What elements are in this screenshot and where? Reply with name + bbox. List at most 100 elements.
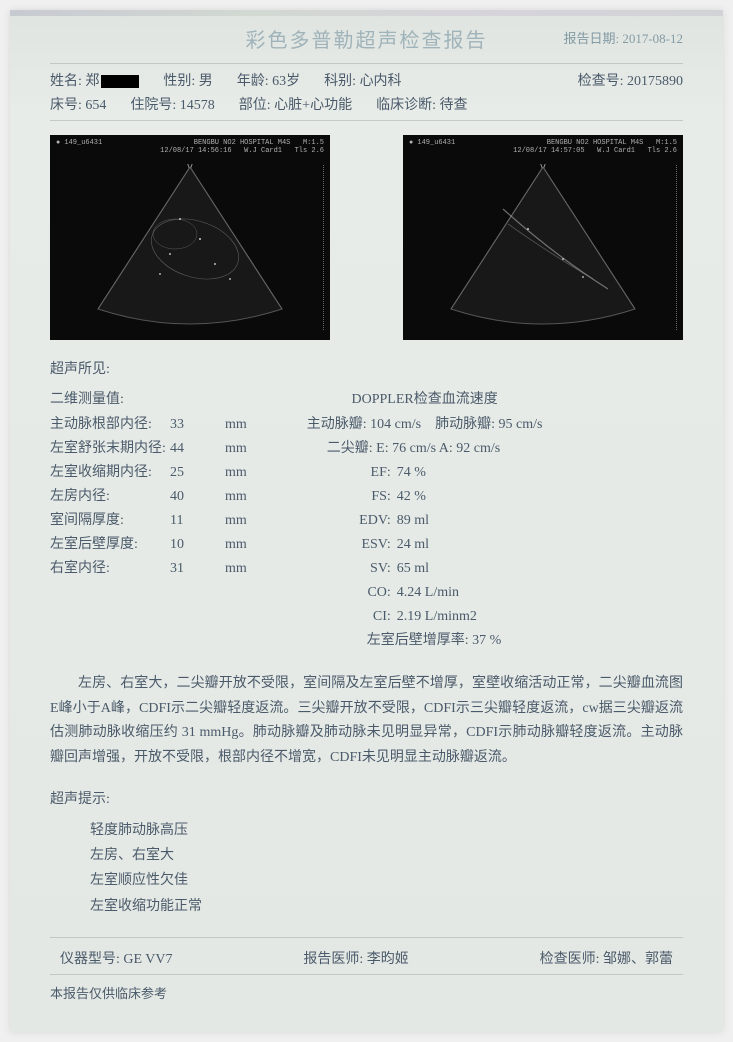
ultrasound-images: ● 149_u6431 BENGBU NO2 HOSPITAL M4S M:1.… — [50, 135, 683, 340]
report-title: 彩色多普勒超声检查报告 — [246, 30, 488, 52]
meas-unit: mm — [225, 486, 247, 507]
doppler-value: 74 % — [397, 462, 426, 483]
meas-unit: mm — [225, 462, 247, 483]
meas-label: 主动脉根部内径: — [50, 414, 170, 435]
meas-label: 左室后壁厚度: — [50, 534, 170, 555]
suggest-label: 超声提示: — [50, 788, 683, 808]
doppler-line-2: 二尖瓣: E: 76 cm/s A: 92 cm/s — [307, 438, 543, 459]
meas-value: 31 — [170, 558, 225, 579]
exam-no-field: 检查号: 20175890 — [578, 70, 683, 90]
doppler-label: SV: — [307, 558, 397, 579]
suggestion-item: 左室收缩功能正常 — [90, 894, 683, 919]
footer-row: 仪器型号: GE VV7 报告医师: 李昀姬 检查医师: 邹娜、郭蕾 — [50, 948, 683, 968]
ultrasound-fan-icon — [80, 159, 300, 329]
meas-row: 室间隔厚度:11mm — [50, 510, 247, 531]
narrative-text: 左房、右室大，二尖瓣开放不受限，室间隔及左室后壁不增厚，室壁收缩活动正常，二尖瓣… — [50, 672, 683, 770]
doppler-row: CO:4.24 L/min — [307, 582, 543, 603]
doppler-label: EDV: — [307, 510, 397, 531]
patient-row-2: 床号: 654 住院号: 14578 部位: 心脏+心功能 临床诊断: 待查 — [50, 94, 683, 114]
divider — [50, 120, 683, 121]
meas-2d-header: 二维测量值: — [50, 388, 247, 408]
ultrasound-image-right: ● 149_u6431 BENGBU NO2 HOSPITAL M4S M:1.… — [403, 135, 683, 340]
depth-scale — [675, 165, 677, 330]
report-page: 彩色多普勒超声检查报告 报告日期: 2017-08-12 姓名: 郑 性别: 男… — [10, 10, 723, 1032]
doppler-value: 4.24 L/min — [397, 582, 459, 603]
patient-row-1: 姓名: 郑 性别: 男 年龄: 63岁 科别: 心内科 检查号: 2017589… — [50, 70, 683, 90]
measurements: 二维测量值: 主动脉根部内径:33mm左室舒张末期内径:44mm左室收缩期内径:… — [50, 388, 683, 654]
doppler-value: 65 ml — [397, 558, 429, 579]
clin-dx-field: 临床诊断: 待查 — [376, 94, 467, 114]
meas-row: 左室收缩期内径:25mm — [50, 462, 247, 483]
doppler-row: EF:74 % — [307, 462, 543, 483]
meas-2d-col: 二维测量值: 主动脉根部内径:33mm左室舒张末期内径:44mm左室收缩期内径:… — [50, 388, 247, 654]
doppler-row: CI:2.19 L/minm2 — [307, 606, 543, 627]
doppler-row: EDV:89 ml — [307, 510, 543, 531]
device-field: 仪器型号: GE VV7 — [60, 948, 173, 968]
us-meta-left: ● 149_u6431 BENGBU NO2 HOSPITAL M4S M:1.… — [56, 139, 324, 155]
meas-label: 左房内径: — [50, 486, 170, 507]
meas-unit: mm — [225, 414, 247, 435]
doppler-col: DOPPLER检查血流速度 主动脉瓣: 104 cm/s 肺动脉瓣: 95 cm… — [307, 388, 543, 654]
bed-field: 床号: 654 — [50, 94, 106, 114]
name-field: 姓名: 郑 — [50, 70, 139, 90]
exam-doctor-field: 检查医师: 邹娜、郭蕾 — [540, 948, 673, 968]
meas-unit: mm — [225, 558, 247, 579]
title-row: 彩色多普勒超声检查报告 报告日期: 2017-08-12 — [50, 24, 683, 53]
suggestion-item: 轻度肺动脉高压 — [90, 818, 683, 843]
doppler-label: ESV: — [307, 534, 397, 555]
doppler-label: FS: — [307, 486, 397, 507]
meas-row: 右室内径:31mm — [50, 558, 247, 579]
doppler-extra: 左室后壁增厚率: 37 % — [307, 630, 543, 651]
meas-label: 室间隔厚度: — [50, 510, 170, 531]
findings-label: 超声所见: — [50, 358, 683, 378]
hosp-no-field: 住院号: 14578 — [130, 94, 214, 114]
meas-label: 左室收缩期内径: — [50, 462, 170, 483]
suggestions-list: 轻度肺动脉高压左房、右室大左室顺应性欠佳左室收缩功能正常 — [90, 818, 683, 919]
doppler-value: 89 ml — [397, 510, 429, 531]
meas-row: 左室后壁厚度:10mm — [50, 534, 247, 555]
meas-row: 主动脉根部内径:33mm — [50, 414, 247, 435]
part-field: 部位: 心脏+心功能 — [239, 94, 352, 114]
meas-row: 左房内径:40mm — [50, 486, 247, 507]
divider — [50, 937, 683, 938]
doppler-label: CI: — [307, 606, 397, 627]
meas-row: 左室舒张末期内径:44mm — [50, 438, 247, 459]
meas-value: 10 — [170, 534, 225, 555]
doppler-header: DOPPLER检查血流速度 — [307, 388, 543, 408]
meas-value: 25 — [170, 462, 225, 483]
meas-value: 33 — [170, 414, 225, 435]
divider — [50, 63, 683, 64]
suggestion-item: 左室顺应性欠佳 — [90, 868, 683, 893]
meas-unit: mm — [225, 510, 247, 531]
doppler-value: 2.19 L/minm2 — [397, 606, 477, 627]
sex-field: 性别: 男 — [163, 70, 212, 90]
meas-value: 11 — [170, 510, 225, 531]
meas-value: 44 — [170, 438, 225, 459]
doppler-value: 42 % — [397, 486, 426, 507]
doppler-row: FS:42 % — [307, 486, 543, 507]
meas-unit: mm — [225, 534, 247, 555]
age-field: 年龄: 63岁 — [237, 70, 300, 90]
meas-label: 右室内径: — [50, 558, 170, 579]
top-color-bar — [10, 10, 723, 16]
suggestion-item: 左房、右室大 — [90, 843, 683, 868]
redacted-name — [101, 75, 139, 88]
doppler-row: ESV:24 ml — [307, 534, 543, 555]
doppler-line-1: 主动脉瓣: 104 cm/s 肺动脉瓣: 95 cm/s — [307, 414, 543, 435]
disclaimer: 本报告仅供临床参考 — [50, 983, 683, 1002]
ultrasound-image-left: ● 149_u6431 BENGBU NO2 HOSPITAL M4S M:1.… — [50, 135, 330, 340]
us-meta-right: ● 149_u6431 BENGBU NO2 HOSPITAL M4S M:1.… — [409, 139, 677, 155]
divider — [50, 974, 683, 975]
doppler-label: CO: — [307, 582, 397, 603]
doppler-label: EF: — [307, 462, 397, 483]
depth-scale — [322, 165, 324, 330]
dept-field: 科别: 心内科 — [324, 70, 401, 90]
meas-value: 40 — [170, 486, 225, 507]
report-date: 报告日期: 2017-08-12 — [563, 28, 683, 47]
ultrasound-fan-icon — [433, 159, 653, 329]
report-doctor-field: 报告医师: 李昀姬 — [303, 948, 408, 968]
meas-unit: mm — [225, 438, 247, 459]
doppler-row: SV:65 ml — [307, 558, 543, 579]
doppler-value: 24 ml — [397, 534, 429, 555]
meas-label: 左室舒张末期内径: — [50, 438, 170, 459]
